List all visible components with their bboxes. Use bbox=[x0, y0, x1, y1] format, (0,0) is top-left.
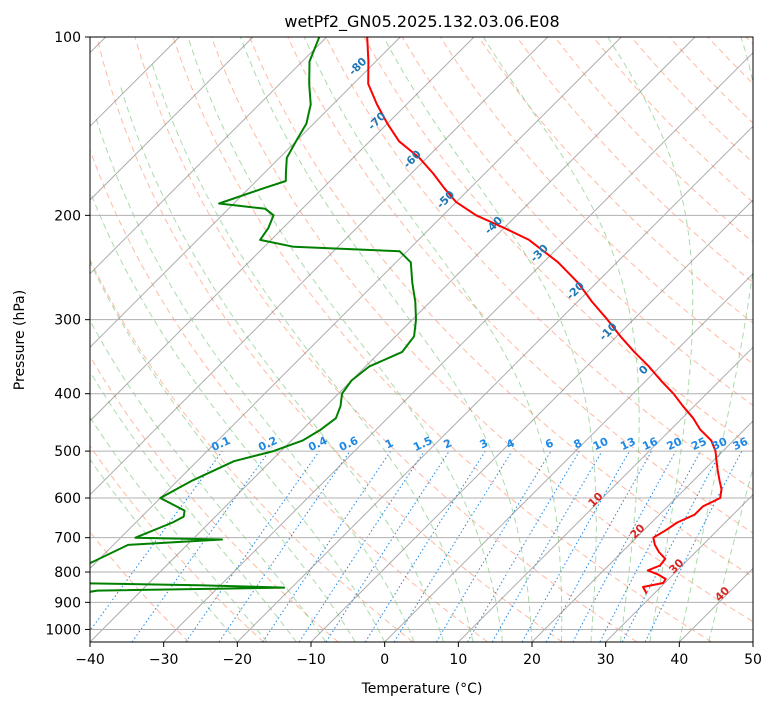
dry-adiabat bbox=[90, 355, 339, 642]
moist-adiabat bbox=[90, 319, 327, 642]
isotherm-line bbox=[90, 37, 328, 275]
moist-adiabat bbox=[607, 37, 694, 642]
moist-adiabat bbox=[90, 370, 297, 642]
isotherm-line bbox=[90, 37, 475, 422]
moist-adiabat bbox=[303, 37, 563, 642]
x-axis-label: Temperature (°C) bbox=[361, 681, 483, 697]
mixing-ratio-line bbox=[90, 450, 223, 632]
mixing-ratio-line bbox=[218, 450, 351, 642]
dry-adiabat bbox=[96, 37, 563, 642]
dry-adiabat bbox=[516, 37, 753, 284]
x-tick-label: −30 bbox=[149, 652, 179, 668]
mixing-ratio-line bbox=[262, 450, 392, 642]
moist-adiabat bbox=[383, 37, 597, 642]
y-tick-label: 200 bbox=[54, 208, 81, 224]
mixing-ratio-line bbox=[325, 450, 450, 642]
isotherms bbox=[90, 37, 753, 642]
moist-adiabat bbox=[94, 114, 415, 642]
y-tick-label: 300 bbox=[54, 313, 81, 329]
chart-title: wetPf2_GN05.2025.132.03.06.E08 bbox=[284, 12, 559, 32]
x-tick-label: 20 bbox=[523, 652, 541, 668]
moist-adiabat bbox=[90, 416, 268, 642]
mixing-ratio-line bbox=[131, 450, 270, 642]
y-tick-label: 100 bbox=[54, 30, 81, 46]
moist-adiabat bbox=[187, 37, 503, 642]
y-tick-label: 700 bbox=[54, 531, 81, 547]
mixing-ratio-line bbox=[644, 450, 743, 642]
y-tick-label: 400 bbox=[54, 387, 81, 403]
isotherm-line bbox=[457, 346, 753, 642]
isotherm-line bbox=[236, 125, 753, 642]
y-tick-label: 900 bbox=[54, 595, 81, 611]
dry-adiabat bbox=[134, 37, 638, 642]
x-tick-label: −10 bbox=[296, 652, 326, 668]
isotherm-line bbox=[90, 37, 622, 570]
moist-adiabat bbox=[708, 466, 753, 642]
isotherm-line bbox=[90, 37, 549, 496]
x-tick-label: 10 bbox=[449, 652, 467, 668]
moist-adiabat bbox=[119, 83, 445, 642]
mixing-ratio-line bbox=[545, 450, 653, 642]
y-tick-label: 600 bbox=[54, 491, 81, 507]
mixing-ratio-line bbox=[298, 450, 425, 642]
mixing-ratio-label: 13 bbox=[618, 435, 637, 453]
y-axis-label: Pressure (hPa) bbox=[12, 290, 28, 390]
mixing-ratio-line bbox=[393, 450, 513, 642]
moist-adiabat bbox=[90, 260, 356, 642]
moist-adiabats bbox=[90, 37, 753, 642]
moist-adiabat bbox=[482, 37, 640, 642]
isotherm-line bbox=[384, 272, 753, 642]
plot-area: -100-90-80-70-60-50-40-30-20-10010203040… bbox=[90, 37, 753, 642]
profiles bbox=[90, 37, 723, 595]
x-tick-label: 0 bbox=[380, 652, 389, 668]
dry-adiabat bbox=[172, 37, 712, 642]
moist-adiabat bbox=[678, 37, 753, 642]
y-tick-label: 800 bbox=[54, 565, 81, 581]
plot-frame bbox=[89, 36, 754, 643]
isotherm-line bbox=[90, 37, 401, 349]
mixing-ratio-label: 30 bbox=[710, 435, 730, 453]
dry-adiabats bbox=[90, 37, 753, 642]
dry-adiabat bbox=[90, 445, 264, 642]
dry-adiabat bbox=[249, 37, 753, 578]
mixing-ratio-line bbox=[521, 450, 630, 642]
dry-adiabat bbox=[210, 37, 753, 623]
mixing-ratio-label: 36 bbox=[731, 435, 751, 453]
x-tick-label: 50 bbox=[744, 652, 762, 668]
moist-adiabat bbox=[239, 37, 533, 642]
mixing-ratio-label: 20 bbox=[665, 435, 685, 453]
dry-adiabat bbox=[90, 258, 414, 642]
mixing-ratio-label: 10 bbox=[591, 435, 611, 453]
isotherm-line bbox=[310, 199, 753, 642]
x-tick-label: 30 bbox=[597, 652, 615, 668]
x-axis: −40 −30 −20 −10 0 10 20 30 40 50 bbox=[75, 642, 762, 668]
dry-adiabat bbox=[325, 37, 753, 491]
temperature-profile-line bbox=[366, 37, 723, 595]
y-axis: 1000 900 800 700 600 500 400 300 200 100 bbox=[45, 30, 90, 638]
x-tick-label: 40 bbox=[670, 652, 688, 668]
x-tick-label: −20 bbox=[223, 652, 253, 668]
x-tick-label: −40 bbox=[75, 652, 105, 668]
mixing-ratio-line bbox=[572, 450, 677, 642]
dry-adiabat bbox=[287, 37, 753, 534]
isotherm-line bbox=[90, 37, 254, 201]
dewpoint-profile-line bbox=[90, 37, 417, 593]
mixing-ratio-line bbox=[185, 450, 320, 642]
isobars bbox=[90, 37, 753, 630]
isotherm-line bbox=[163, 51, 753, 642]
isotherm-line bbox=[605, 493, 753, 642]
y-tick-label: 1000 bbox=[45, 622, 81, 638]
isotherm-line bbox=[531, 420, 753, 642]
y-tick-label: 500 bbox=[54, 444, 81, 460]
mixing-ratio-label: 25 bbox=[689, 435, 708, 453]
mixing-ratio-label: 16 bbox=[640, 435, 660, 453]
mixing-ratio-lines bbox=[90, 450, 743, 642]
moist-adiabat bbox=[150, 61, 474, 642]
